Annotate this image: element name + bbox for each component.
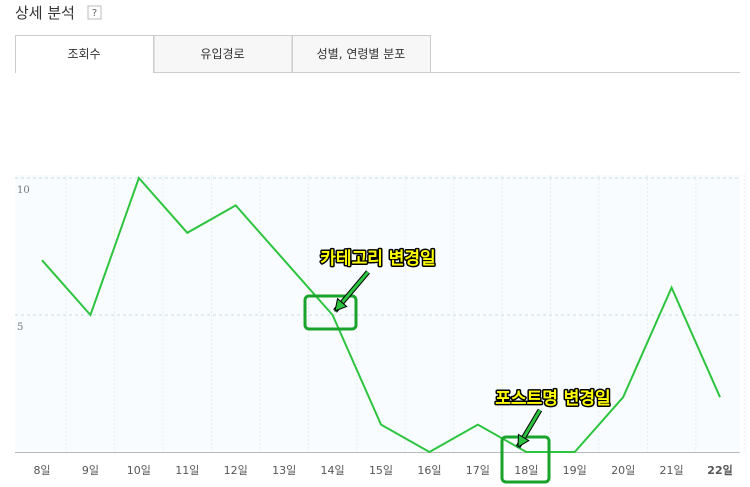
x-tick-label: 18일 xyxy=(514,463,538,477)
y-tick-label: 5 xyxy=(17,322,23,333)
tab-bar: 조회수 유입경로 성별, 연령별 분포 xyxy=(15,35,740,74)
section-title: 상세 분석 xyxy=(15,4,75,22)
tab[interactable] xyxy=(153,35,293,73)
tab-label: 성별, 연령별 분포 xyxy=(317,47,406,61)
tab[interactable] xyxy=(292,35,431,73)
series-line xyxy=(41,176,721,454)
x-tick-label: 15일 xyxy=(369,463,393,477)
chart: 5 10 8일 9일 10일 11일 12일 13일 14일 15일 16일 17일 18일 19일 20일… xyxy=(15,175,745,484)
x-tick-label: 16일 xyxy=(417,463,441,477)
x-tick-label: 20일 xyxy=(611,463,635,477)
y-tick-label: 10 xyxy=(17,185,30,196)
tab-label: 유입경로 xyxy=(200,47,244,61)
x-tick-label: 22일 xyxy=(707,463,732,477)
arrow-head xyxy=(334,297,348,312)
x-tick-label: 8일 xyxy=(33,463,50,477)
x-tick-label: 14일 xyxy=(321,463,345,477)
help-icon[interactable] xyxy=(87,5,102,20)
tab[interactable] xyxy=(15,35,154,73)
x-tick-label: 10일 xyxy=(127,463,151,477)
x-tick-label: 13일 xyxy=(272,463,296,477)
tab-label: 조회수 xyxy=(67,47,100,61)
x-tick-label: 19일 xyxy=(563,463,587,477)
x-tick-label: 17일 xyxy=(466,463,490,477)
help-text: ? xyxy=(92,8,97,19)
plot-area xyxy=(15,175,740,452)
x-tick-label: 12일 xyxy=(224,463,248,477)
annotation: 포스트명 변경일 xyxy=(495,389,610,409)
x-tick-label: 21일 xyxy=(660,463,684,477)
highlight-box xyxy=(303,294,358,331)
x-tick-label: 9일 xyxy=(82,463,99,477)
x-tick-label: 11일 xyxy=(175,463,199,477)
annotation: 카테고리 변경일 xyxy=(320,249,435,269)
arrow-head xyxy=(517,433,530,448)
